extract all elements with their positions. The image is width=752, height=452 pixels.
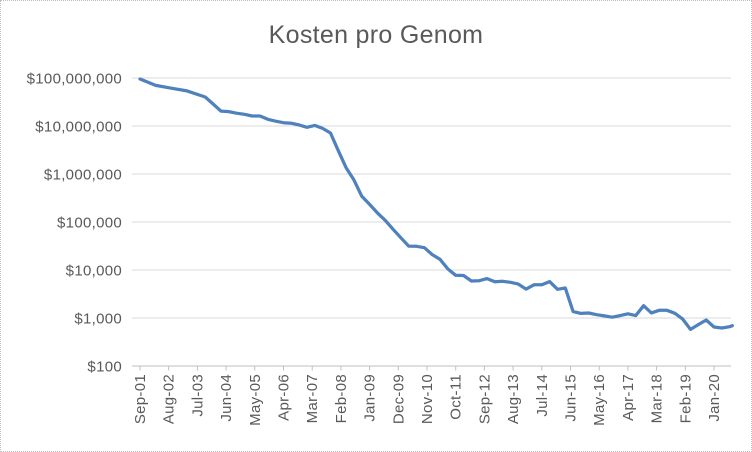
x-axis-tick-label: Jul-03	[189, 374, 206, 417]
x-axis-tick-label: Aug-13	[505, 374, 522, 424]
x-axis-tick-label: Apr-17	[620, 374, 637, 421]
x-axis-tick-label: Apr-06	[276, 374, 293, 421]
x-axis-tick-label: Dec-09	[390, 374, 407, 424]
x-axis-tick-label: Mar-18	[649, 374, 666, 423]
x-axis-tick-label: Sep-01	[132, 374, 149, 424]
x-axis-tick-label: Aug-02	[161, 374, 178, 424]
x-axis-tick-label: May-16	[591, 374, 608, 426]
x-axis-tick-label: Sep-12	[476, 374, 493, 424]
x-axis-tick-label: Jan-09	[362, 374, 379, 422]
x-axis-tick-label: Oct-11	[448, 374, 465, 420]
x-axis-tick-label: Feb-19	[677, 374, 694, 423]
x-axis-tick-label: Jan-20	[706, 374, 723, 422]
y-axis-tick-label: $10,000	[66, 263, 122, 280]
y-axis-tick-label: $100,000,000	[27, 71, 122, 88]
y-axis-tick-label: $10,000,000	[35, 119, 122, 136]
y-axis-tick-label: $1,000	[74, 311, 122, 328]
x-axis-tick-label: Jun-04	[218, 374, 235, 422]
chart-title: Kosten pro Genom	[268, 21, 484, 49]
x-axis-tick-label: Jul-14	[534, 374, 551, 417]
y-axis-tick-label: $100,000	[57, 215, 122, 232]
y-axis-tick-label: $100	[87, 359, 122, 376]
x-axis-tick-label: Nov-10	[419, 374, 436, 424]
x-axis-tick-label: Jun-15	[563, 374, 580, 422]
y-axis-tick-label: $1,000,000	[44, 167, 122, 184]
x-axis-tick-label: May-05	[247, 374, 264, 426]
x-axis-tick-label: Feb-08	[333, 374, 350, 423]
cost-per-genome-line	[138, 77, 734, 332]
x-axis-tick-label: Mar-07	[304, 374, 321, 423]
